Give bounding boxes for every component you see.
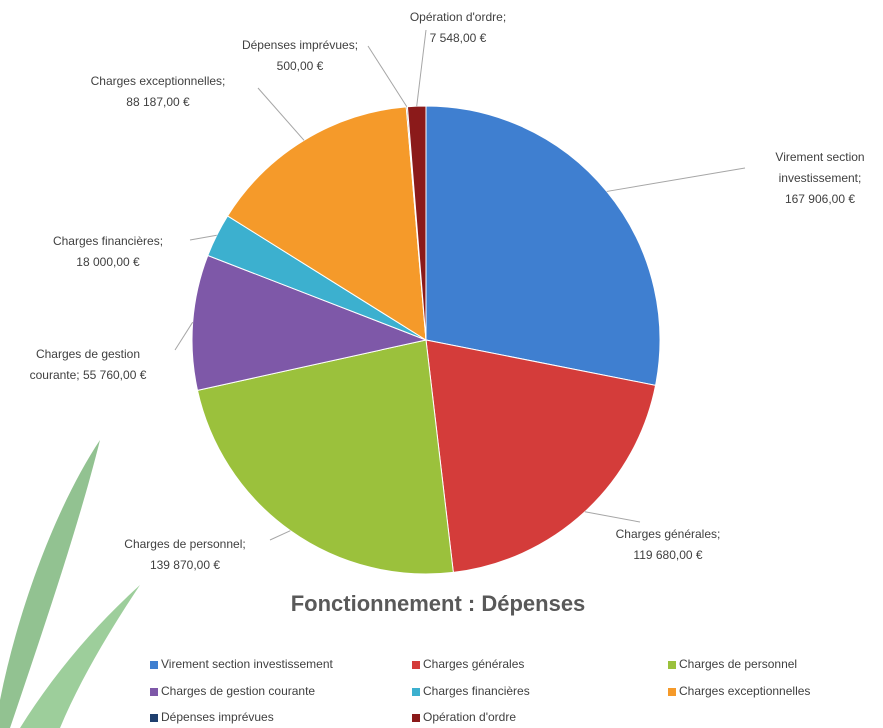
data-label: Charges générales; 119 680,00 € [616, 527, 721, 562]
legend-marker [150, 714, 158, 722]
data-label: Charges de gestion courante; 55 760,00 € [30, 347, 147, 382]
pie-slice [406, 105, 427, 341]
leader-line [367, 45, 408, 108]
data-label: Opération d'ordre; 7 548,00 € [410, 10, 506, 45]
legend-label: Charges financières [423, 684, 530, 698]
data-label: Virement section investissement; 167 906,0… [775, 150, 864, 206]
data-label: Charges exceptionnelles; 88 187,00 € [91, 74, 226, 109]
legend-label: Charges générales [423, 657, 524, 671]
legend-marker [412, 714, 420, 722]
legend-label: Dépenses imprévues [161, 710, 274, 724]
legend-label: Charges de personnel [679, 657, 797, 671]
legend-marker [150, 688, 158, 696]
legend-label: Virement section investissement [161, 657, 334, 671]
legend-marker [668, 661, 676, 669]
data-label: Charges financières; 18 000,00 € [53, 234, 163, 269]
leader-line [584, 511, 641, 523]
legend-label: Charges exceptionnelles [679, 684, 810, 698]
legend-marker [412, 661, 420, 669]
legend-marker [150, 661, 158, 669]
leader-line [269, 530, 291, 541]
leader-line [257, 87, 305, 141]
legend-marker [668, 688, 676, 696]
leader-line [606, 167, 746, 192]
leader-line [174, 321, 194, 351]
leader-line [189, 234, 217, 241]
leader-line [416, 29, 427, 107]
data-label: Dépenses imprévues; 500,00 € [242, 38, 358, 73]
data-label: Charges de personnel; 139 870,00 € [124, 537, 245, 572]
pie-slice [425, 105, 661, 386]
leaf-decoration [0, 440, 100, 728]
legend-label: Charges de gestion courante [161, 684, 315, 698]
legend-marker [412, 688, 420, 696]
chart-title: Fonctionnement : Dépenses [291, 591, 586, 616]
pie-slice [226, 106, 427, 341]
leaf-decoration [20, 585, 140, 728]
legend-label: Opération d'ordre [423, 710, 516, 724]
pie-slice [191, 254, 428, 391]
